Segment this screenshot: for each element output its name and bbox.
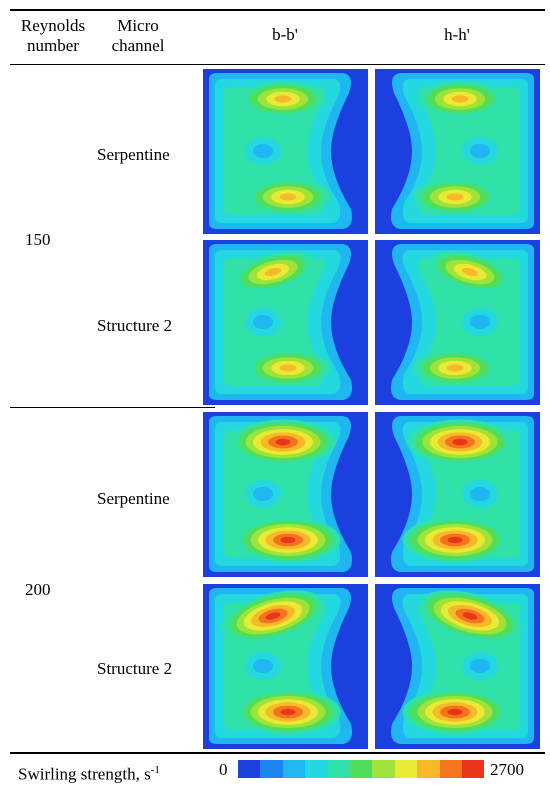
contour-200-structure2-bb bbox=[203, 584, 368, 749]
channel-serpentine-200: Serpentine bbox=[97, 489, 170, 508]
colorbar-min: 0 bbox=[219, 760, 228, 779]
channel-structure2-150: Structure 2 bbox=[97, 316, 173, 335]
contour-200-structure2-hh bbox=[375, 584, 540, 749]
header-bb: b-b' bbox=[272, 25, 298, 44]
header-rule bbox=[10, 64, 545, 65]
contour-200-serpentine-bb bbox=[203, 412, 368, 577]
colorbar-swatches bbox=[238, 760, 485, 778]
contour-200-serpentine-hh bbox=[375, 412, 540, 577]
channel-serpentine-150: Serpentine bbox=[97, 145, 170, 164]
channel-structure2-200: Structure 2 bbox=[97, 659, 173, 678]
header-reynolds: Reynolds number bbox=[20, 16, 86, 55]
colorbar-swatch bbox=[282, 760, 306, 778]
contour-150-serpentine-hh bbox=[375, 69, 540, 234]
colorbar-label: Swirling strength, s-1 bbox=[18, 764, 160, 784]
colorbar-max: 2700 bbox=[490, 760, 524, 779]
colorbar-swatch bbox=[238, 760, 261, 778]
colorbar-swatch bbox=[305, 760, 328, 778]
colorbar-swatch bbox=[349, 760, 373, 778]
bottom-rule bbox=[10, 752, 545, 754]
reynolds-150: 150 bbox=[25, 230, 51, 249]
colorbar-swatch bbox=[417, 760, 440, 778]
colorbar-swatch bbox=[327, 760, 350, 778]
header-hh: h-h' bbox=[444, 25, 470, 44]
contour-150-serpentine-bb bbox=[203, 69, 368, 234]
colorbar-swatch bbox=[260, 760, 283, 778]
group-divider bbox=[10, 407, 215, 408]
contour-150-structure2-hh bbox=[375, 240, 540, 405]
colorbar-swatch bbox=[439, 760, 462, 778]
reynolds-200: 200 bbox=[25, 580, 51, 599]
colorbar-swatch bbox=[394, 760, 418, 778]
top-rule bbox=[10, 9, 545, 11]
colorbar-swatch bbox=[372, 760, 395, 778]
header-channel: Micro channel bbox=[111, 16, 165, 55]
contour-150-structure2-bb bbox=[203, 240, 368, 405]
colorbar-swatch bbox=[461, 760, 485, 778]
